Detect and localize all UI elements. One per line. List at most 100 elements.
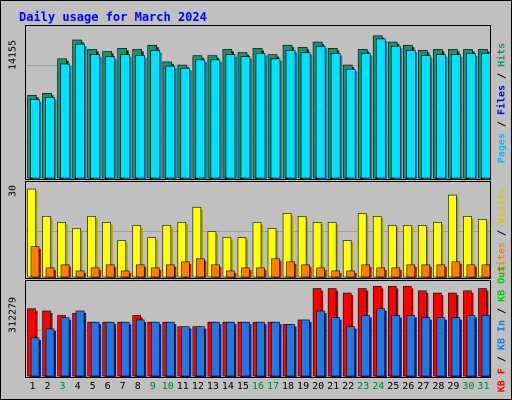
sites-bar [241,267,252,278]
x-tick-label: 22 [342,381,355,392]
kbin-bar [361,315,372,377]
kbin-bar [30,337,41,377]
x-tick-label: 30 [462,381,475,392]
files-bar [481,53,490,179]
kbin-bar [196,326,207,377]
x-tick-label: 17 [266,381,280,392]
x-tick-label: 24 [372,381,385,392]
legend-kbout: KB Out [496,265,508,302]
kbin-bar [331,317,342,377]
kb-legend: KB F / KB In / KB Out [493,266,511,392]
kbin-bar [406,315,417,377]
sites-bar [30,246,41,278]
kbin-bar [451,317,462,377]
files-bar [345,68,358,179]
files-bar [105,56,117,179]
files-bar [270,58,283,179]
kbin-bar [165,321,177,377]
files-bar [120,54,132,179]
sites-bar [60,264,72,278]
sites-bar [481,264,490,278]
files-bar [436,54,448,179]
hits-ymax-label: 14155 [7,39,19,71]
legend-pages: Pages [496,132,508,163]
x-tick-label: 21 [327,381,340,392]
kbin-bar [346,326,357,377]
x-tick-label: 14 [221,381,234,392]
sites-bar [196,258,207,278]
sites-bar [211,264,222,278]
legend-hits: Hits [496,42,508,67]
sites-bar [75,270,87,278]
kbin-bar [271,321,282,377]
kbin-bar [90,321,102,377]
legend-sep-2: / [496,66,508,85]
files-bar [360,53,373,179]
files-bar [315,45,328,179]
files-bar [225,54,237,179]
kbin-bar [120,321,132,377]
files-bar [406,50,418,179]
x-tick-label: 10 [161,381,174,392]
kbin-bar [256,321,267,377]
sites-bar [150,267,162,278]
x-tick-label: 26 [402,381,415,392]
files-bar [466,53,478,179]
x-tick-label: 13 [206,381,219,392]
sites-bar [256,267,267,278]
legend-kbf: KB F [496,368,508,393]
kbin-bar [75,310,87,377]
hits-plot [26,35,490,179]
sites-bar [466,264,477,278]
files-bar [135,55,147,179]
kbin-bar [301,319,312,377]
visits-ymax-label: 30 [7,184,19,198]
hits-files-pages-panel [25,25,491,180]
sites-bar [331,270,342,278]
sites-bar [226,270,237,278]
sites-bar [90,267,102,278]
kbin-bar [226,321,237,377]
chart-title: Daily usage for March 2024 [19,10,207,24]
x-tick-label: 12 [191,381,204,392]
sites-bar [105,264,117,278]
x-tick-label: 20 [312,381,325,392]
files-bar [90,54,102,179]
sites-bar [361,264,372,278]
visits-sites-panel [25,181,491,279]
files-bar [285,50,298,179]
kbin-bar [211,321,222,377]
sites-bar [406,264,417,278]
x-tick-label: 31 [477,381,490,392]
legend-sep-3: / [496,223,508,243]
files-bar [210,59,222,179]
sites-bar [421,264,432,278]
hits-legend: Pages / Files / Hits [493,25,511,180]
visits-plot [26,188,490,278]
x-tick-label: 27 [417,381,430,392]
sites-bar [346,270,357,278]
kbin-bar [421,317,432,377]
legend-visits: Visits [496,187,508,224]
files-bar [375,38,388,179]
files-bar [165,65,177,179]
sites-bar [286,261,297,278]
sites-bar [45,267,57,278]
legend-sep-5: / [496,301,508,320]
kbin-bar [376,308,387,377]
kbin-bar [105,321,117,377]
files-bar [30,99,42,179]
visits-legend: Sites / Visits [493,181,511,279]
kbin-bar [286,324,297,377]
x-axis-labels: 1 2 3 4 5 6 7 8 9 10 11 12 13 14 15 16 17 18 19 20 21 22 23 24 2… [25,381,491,397]
files-bar [390,45,403,179]
files-bar [45,97,57,179]
x-tick-label: 19 [297,381,310,392]
files-bar [75,43,87,179]
kbin-bar [241,321,252,377]
x-tick-label: 9 [149,381,156,392]
sites-bar [165,264,177,278]
files-bar [195,59,207,179]
kbin-bar [150,321,162,377]
